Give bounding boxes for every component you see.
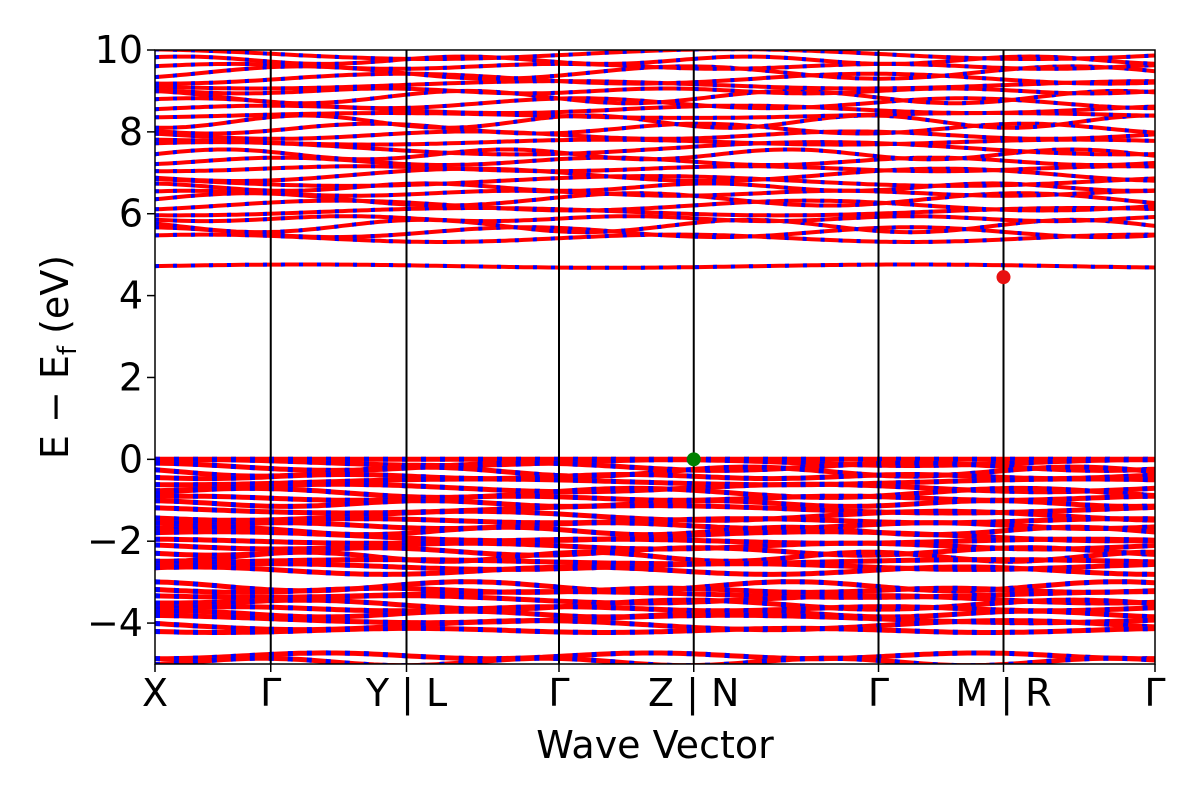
valence-band-spin-up bbox=[155, 604, 1155, 614]
conduction-band-spin-up bbox=[155, 86, 1155, 96]
conduction-band-spin-up bbox=[155, 225, 1155, 240]
y-tick-label: 8 bbox=[119, 110, 143, 154]
conduction-band-spin-up bbox=[155, 262, 1155, 270]
conduction-band-spin-up bbox=[155, 198, 1155, 213]
bands-layer bbox=[155, 50, 1155, 664]
x-tick-label: Y | L bbox=[365, 671, 447, 716]
y-tick-label: 2 bbox=[119, 355, 143, 399]
conduction-band-spin-up bbox=[155, 164, 1155, 174]
x-tick-label: Γ bbox=[868, 671, 889, 715]
y-axis-ticks: 10 8 6 4 2 0 −2 −4 bbox=[87, 28, 155, 645]
conduction-band-spin-up bbox=[155, 71, 1155, 86]
y-tick-label: −4 bbox=[87, 601, 143, 645]
conduction-band-spin-up bbox=[155, 147, 1155, 162]
valence-band-spin-up bbox=[155, 536, 1155, 546]
conduction-band-spin-up bbox=[155, 217, 1155, 235]
x-tick-label: Γ bbox=[548, 671, 569, 715]
valence-band-spin-up bbox=[155, 485, 1155, 500]
y-tick-label: 4 bbox=[119, 274, 143, 318]
y-axis-title: E − Ef (eV) bbox=[33, 255, 83, 459]
conduction-band-spin-up bbox=[155, 113, 1155, 130]
valence-band-spin-up bbox=[155, 472, 1155, 482]
x-axis-ticks: X Γ Y | L Γ Z | N Γ M | R Γ bbox=[142, 664, 1166, 716]
band-edge-markers bbox=[686, 270, 1011, 467]
valence-band-spin-up bbox=[155, 597, 1155, 612]
conduction-band-spin-up bbox=[155, 214, 1155, 224]
conduction-band-spin-up bbox=[155, 181, 1155, 193]
valence-band-spin-up bbox=[155, 564, 1155, 577]
valence-band-spin-up bbox=[155, 529, 1155, 544]
x-tick-label: X bbox=[142, 671, 168, 715]
conduction-band-spin-up bbox=[155, 88, 1155, 106]
y-tick-label: 6 bbox=[119, 192, 143, 236]
conduction-band-spin-up bbox=[155, 188, 1155, 198]
valence-band-spin-up bbox=[155, 520, 1155, 531]
vbm-marker bbox=[686, 452, 701, 467]
plot-frame bbox=[154, 49, 1156, 665]
cbm-marker bbox=[996, 270, 1011, 285]
conduction-band-spin-up bbox=[155, 129, 1155, 141]
conduction-band-spin-up bbox=[155, 121, 1155, 136]
y-axis-title-main: E − E bbox=[33, 355, 77, 459]
x-tick-label: Γ bbox=[260, 671, 281, 715]
x-tick-label: Z | N bbox=[648, 671, 739, 716]
valence-band-spin-up bbox=[155, 625, 1155, 635]
valence-band-spin-up bbox=[155, 655, 1155, 664]
valence-band-spin-up bbox=[155, 460, 1155, 473]
valence-band-spin-up bbox=[155, 585, 1155, 595]
y-tick-label: 0 bbox=[119, 437, 143, 481]
valence-band-spin-up bbox=[155, 650, 1155, 662]
y-tick-label: 10 bbox=[95, 28, 143, 72]
valence-band-spin-up bbox=[155, 498, 1155, 509]
y-axis-title-sub: f bbox=[53, 345, 83, 355]
x-tick-label: M | R bbox=[955, 671, 1051, 716]
conduction-band-spin-up bbox=[155, 174, 1155, 188]
conduction-band-spin-up bbox=[155, 61, 1155, 71]
y-tick-label: −2 bbox=[87, 519, 143, 563]
high-symmetry-lines bbox=[269, 50, 1005, 664]
x-tick-label: Γ bbox=[1144, 671, 1165, 715]
y-axis-title-unit: (eV) bbox=[33, 255, 77, 346]
valence-band-spin-up bbox=[155, 545, 1155, 558]
x-axis-title: Wave Vector bbox=[536, 723, 774, 767]
